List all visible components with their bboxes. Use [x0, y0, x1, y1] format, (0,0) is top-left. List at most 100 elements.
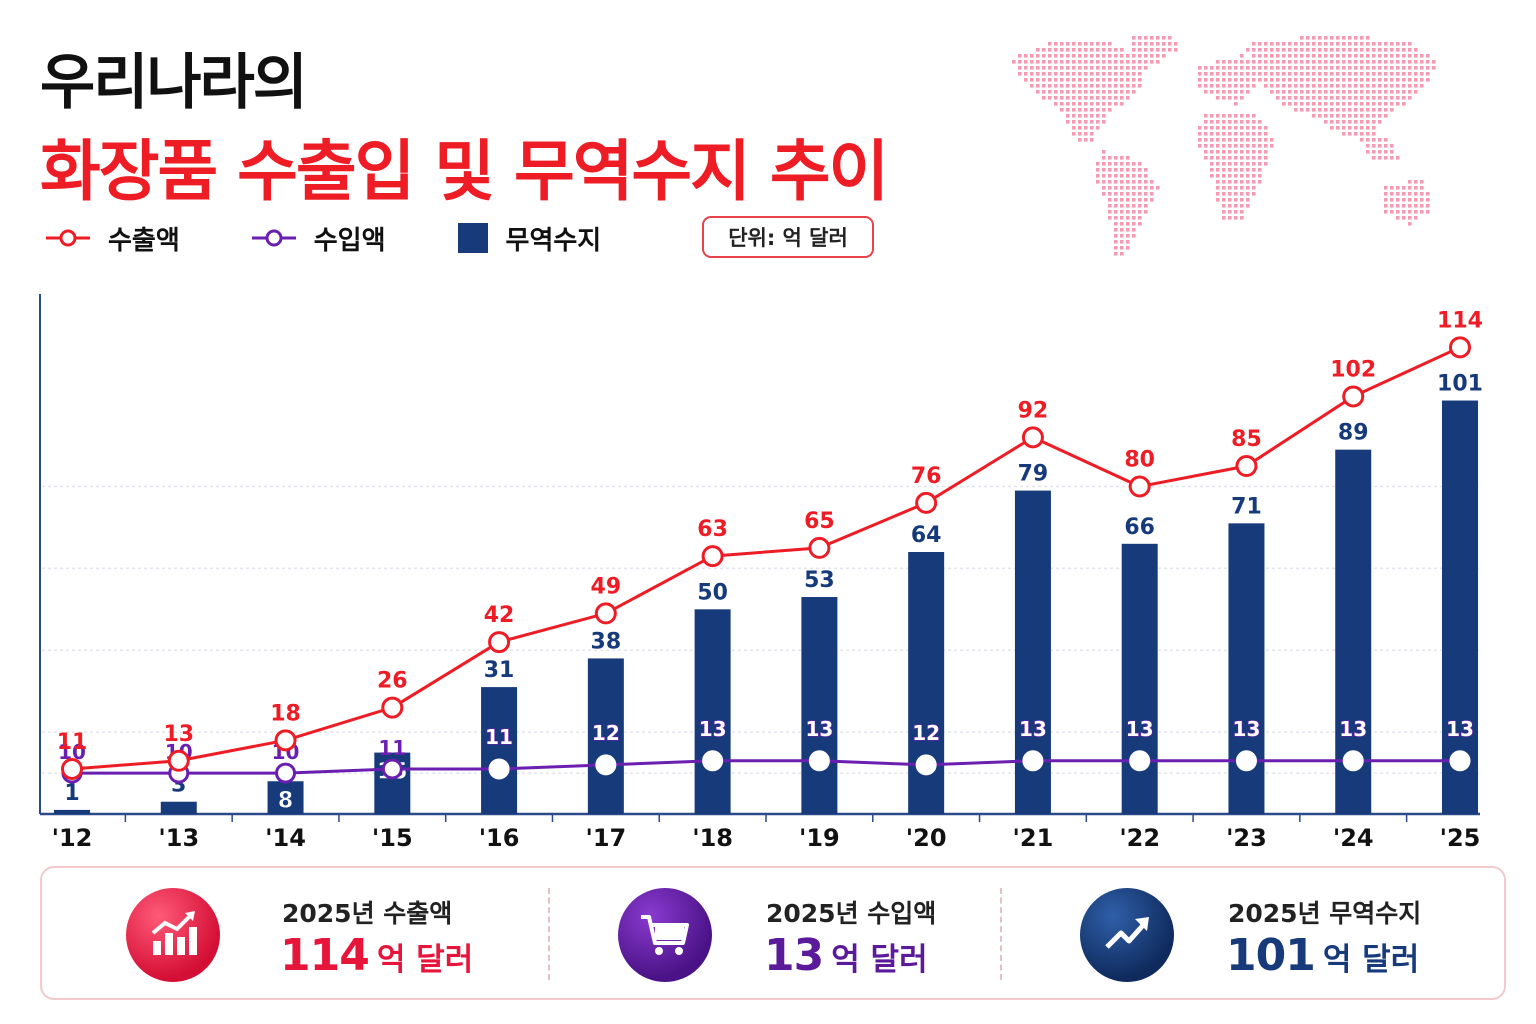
x-tick-label: '16 — [479, 824, 520, 852]
summary-label: 2025년 수입액 — [766, 899, 937, 928]
bar-value-label: 71 — [1231, 494, 1262, 519]
point-export — [61, 757, 83, 780]
summary-label: 2025년 수출액 — [282, 899, 453, 928]
point-export — [808, 536, 831, 559]
summary-panel: 2025년 수출액 114 억 달러 2025년 수입액 13 억 달러 2 — [40, 866, 1506, 1000]
import-value-label: 11 — [485, 725, 513, 749]
summary-value: 114 — [280, 930, 370, 981]
import-value-label: 13 — [1446, 717, 1474, 741]
export-value-label: 80 — [1124, 448, 1155, 473]
import-value-label: 12 — [592, 721, 620, 745]
bar-value-label: 53 — [804, 568, 835, 593]
x-tick-label: '24 — [1333, 824, 1374, 852]
summary-unit: 억 달러 — [1322, 942, 1420, 978]
bar-value-label: 8 — [278, 788, 293, 813]
point-export — [1021, 426, 1044, 449]
point-import — [1449, 750, 1471, 772]
summary-card-import: 2025년 수입액 13 억 달러 — [618, 868, 1018, 998]
x-tick-label: '21 — [1013, 824, 1054, 852]
point-export — [701, 545, 724, 568]
bar-balance — [54, 809, 90, 814]
point-export — [594, 602, 617, 625]
point-import — [1235, 750, 1257, 772]
x-tick-label: '12 — [52, 824, 93, 852]
export-value-label: 18 — [270, 701, 301, 726]
x-tick-label: '14 — [265, 824, 306, 852]
import-value-label: 11 — [378, 736, 406, 760]
bar-value-label: 89 — [1338, 421, 1369, 446]
legend-line-marker-icon — [46, 229, 90, 247]
bar-balance — [481, 687, 518, 814]
summary-value: 13 — [764, 930, 824, 981]
x-tick-label: '20 — [906, 824, 947, 852]
x-tick-label: '22 — [1119, 824, 1160, 852]
legend-label-import: 수입액 — [313, 225, 386, 256]
point-export — [167, 749, 190, 772]
summary-value: 101 — [1226, 930, 1316, 981]
trend-up-arrow-icon — [1080, 888, 1174, 982]
import-value-label: 13 — [1233, 717, 1261, 741]
bar-value-label: 38 — [591, 629, 622, 654]
bar-balance — [1442, 400, 1478, 814]
unit-badge: 단위: 억 달러 — [702, 216, 874, 258]
point-import — [595, 754, 617, 776]
import-value-label: 13 — [699, 717, 727, 741]
x-tick-label: '13 — [158, 824, 199, 852]
bar-value-label: 64 — [911, 523, 942, 548]
export-value-label: 13 — [163, 722, 194, 747]
bar-value-label: 50 — [697, 580, 728, 605]
chart-growth-icon — [126, 888, 220, 982]
import-value-label: 13 — [1019, 717, 1047, 741]
legend-item-import: 수입액 — [250, 220, 386, 257]
point-import — [1022, 750, 1044, 772]
legend-line-marker-icon — [251, 229, 296, 247]
point-import — [488, 758, 510, 780]
x-tick-label: '25 — [1440, 824, 1481, 852]
series-line-export — [71, 345, 1461, 771]
export-value-label: 49 — [591, 574, 622, 599]
export-value-label: 92 — [1018, 398, 1049, 423]
legend: 수출액 수입액 무역수지 — [44, 218, 671, 258]
bar-balance — [1121, 543, 1158, 814]
point-export — [915, 491, 938, 514]
bar-value-label: 79 — [1018, 462, 1049, 487]
x-tick-label: '17 — [585, 824, 626, 852]
bar-value-label: 31 — [484, 658, 515, 683]
bar-value-label: 101 — [1437, 372, 1483, 397]
point-import — [808, 750, 830, 772]
import-value-label: 13 — [805, 717, 833, 741]
point-export — [1128, 475, 1151, 498]
bar-balance — [587, 658, 624, 814]
bar-balance — [801, 597, 838, 814]
import-value-label: 13 — [1126, 717, 1154, 741]
summary-unit: 억 달러 — [831, 942, 928, 978]
export-value-label: 85 — [1231, 427, 1262, 452]
x-tick-label: '19 — [799, 824, 840, 852]
shopping-cart-icon — [618, 888, 712, 982]
point-import — [1342, 750, 1364, 772]
export-value-label: 76 — [911, 464, 942, 489]
summary-unit: 억 달러 — [376, 942, 474, 978]
title-line1: 우리나라의 — [40, 48, 308, 118]
bar-balance — [694, 609, 731, 814]
bar-balance — [267, 781, 304, 814]
export-value-label: 102 — [1330, 357, 1376, 382]
x-tick-label: '23 — [1226, 824, 1267, 852]
point-export — [381, 696, 404, 719]
divider — [1000, 888, 1002, 980]
point-import — [381, 758, 403, 780]
export-value-label: 65 — [804, 509, 835, 534]
summary-card-balance: 2025년 무역수지 101 억 달러 — [1080, 868, 1480, 998]
point-import — [1129, 750, 1151, 772]
world-map-icon — [1012, 36, 1436, 256]
export-value-label: 63 — [697, 517, 728, 542]
point-import — [275, 762, 297, 784]
x-tick-label: '18 — [692, 824, 733, 852]
x-tick-label: '15 — [372, 824, 413, 852]
legend-item-balance: 무역수지 — [456, 220, 601, 257]
summary-label: 2025년 무역수지 — [1228, 899, 1422, 928]
point-import — [702, 750, 724, 772]
export-value-label: 42 — [484, 603, 515, 628]
bar-balance — [160, 801, 197, 814]
point-export — [1235, 455, 1258, 478]
